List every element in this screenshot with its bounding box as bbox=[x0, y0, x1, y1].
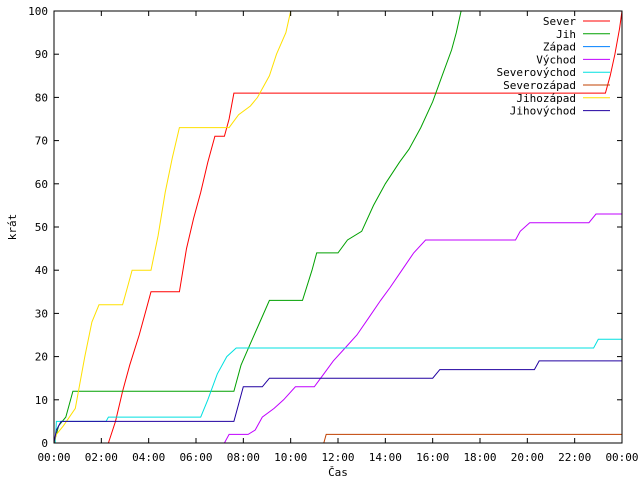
y-tick-label: 30 bbox=[35, 307, 48, 320]
legend-label: Východ bbox=[536, 53, 576, 66]
legend-label: Jihozápad bbox=[516, 92, 576, 105]
ticks-layer: 0 10 20 30 40 50 60 70 80 90 100 00:00 02:00 04:00 06:… bbox=[28, 5, 638, 464]
series-layer bbox=[54, 10, 622, 443]
x-tick-label: 18:00 bbox=[463, 451, 496, 464]
x-tick-label: 00:00 bbox=[605, 451, 638, 464]
series-line-4 bbox=[54, 213, 622, 443]
x-tick-label: 06:00 bbox=[179, 451, 212, 464]
x-tick-label: 22:00 bbox=[558, 451, 591, 464]
y-tick-label: 10 bbox=[35, 394, 48, 407]
x-tick-label: 20:00 bbox=[511, 451, 544, 464]
x-tick-label: 14:00 bbox=[369, 451, 402, 464]
y-tick-label: 70 bbox=[35, 135, 48, 148]
y-tick-label: 40 bbox=[35, 264, 48, 277]
x-tick-label: 10:00 bbox=[274, 451, 307, 464]
y-axis-title: krát bbox=[6, 214, 19, 241]
y-tick-label: 90 bbox=[35, 48, 48, 61]
x-tick-label: 12:00 bbox=[321, 451, 354, 464]
legend-label: Severovýchod bbox=[497, 66, 576, 79]
legend-label: Sever bbox=[543, 15, 576, 28]
legend-label: Jih bbox=[556, 28, 576, 41]
y-tick-label: 20 bbox=[35, 351, 48, 364]
series-line-6 bbox=[54, 433, 622, 443]
series-line-2 bbox=[54, 10, 462, 443]
y-tick-label: 60 bbox=[35, 178, 48, 191]
series-line-7 bbox=[54, 10, 292, 443]
y-tick-label: 50 bbox=[35, 221, 48, 234]
series-line-1 bbox=[54, 10, 622, 443]
x-tick-label: 16:00 bbox=[416, 451, 449, 464]
y-tick-label: 0 bbox=[41, 437, 48, 450]
legend-label: Jihovýchod bbox=[510, 105, 576, 118]
y-tick-label: 80 bbox=[35, 91, 48, 104]
legend: SeverJihZápadVýchodSeverovýchodSeverozáp… bbox=[497, 15, 610, 118]
x-tick-label: 08:00 bbox=[227, 451, 260, 464]
series-line-8 bbox=[54, 360, 622, 443]
x-tick-label: 00:00 bbox=[37, 451, 70, 464]
x-axis-title: Čas bbox=[328, 466, 348, 479]
y-tick-label: 100 bbox=[28, 5, 48, 18]
x-tick-label: 04:00 bbox=[132, 451, 165, 464]
legend-label: Severozápad bbox=[503, 79, 576, 92]
legend-label: Západ bbox=[543, 41, 576, 54]
series-line-5 bbox=[54, 338, 622, 443]
x-tick-label: 02:00 bbox=[85, 451, 118, 464]
